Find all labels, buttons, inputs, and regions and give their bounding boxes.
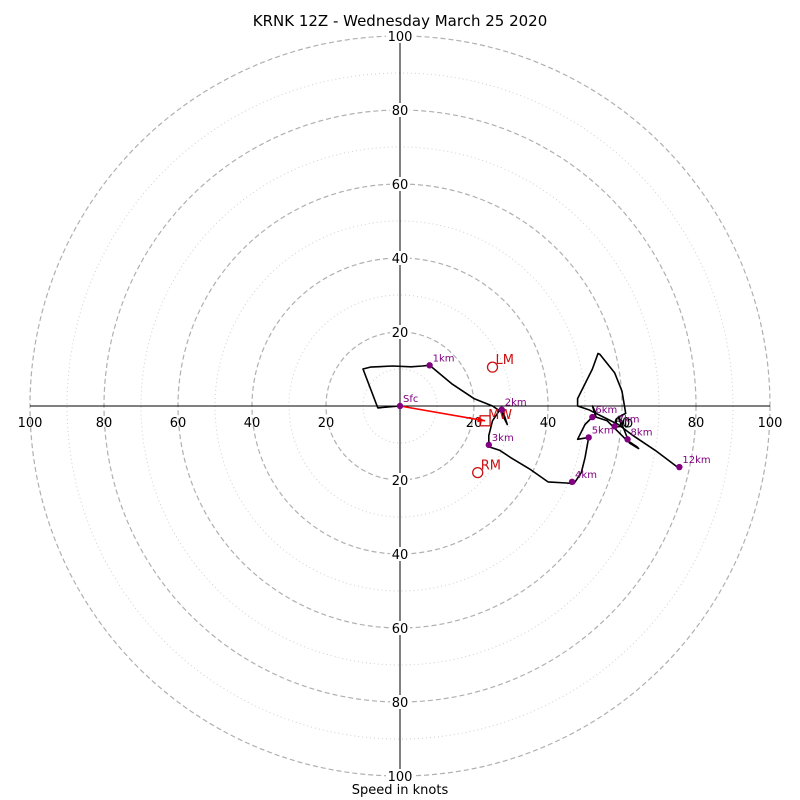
tick-label-background [390,251,410,265]
tick-label-background [390,695,410,709]
tick-label: 60 [170,416,187,431]
tick-label: 40 [244,416,261,431]
storm-motion-label: RM [481,459,501,474]
height-marker-dot [624,436,631,443]
height-marker-label: 8km [631,427,653,438]
chart-title: KRNK 12Z - Wednesday March 25 2020 [252,12,548,30]
storm-motion-vector [399,405,486,423]
hodograph-line [362,352,678,485]
tick-label: 100 [388,770,413,785]
height-marker-dot [676,463,683,471]
height-marker-label: 1km [433,353,455,364]
tick-label: 100 [388,30,413,45]
tick-label: 20 [318,416,335,431]
tick-label: 20 [392,474,409,489]
tick-label: 20 [392,326,409,341]
tick-label-background [390,325,410,339]
height-marker-dot [568,478,576,486]
height-marker-label: Sfc [403,394,418,405]
storm-vector-line [399,405,486,422]
tick-label: 80 [392,696,409,711]
tick-label: 60 [392,178,409,193]
storm-motion-label: LM [496,353,514,368]
height-marker-dot [589,413,596,421]
tick-label: 60 [392,622,409,637]
tick-label: 40 [392,548,409,563]
storm-motion-marker [486,361,499,373]
height-marker-label: 4km [575,470,597,481]
tick-label-background [390,177,410,191]
storm-motion-marker [472,466,484,479]
tick-label-background [390,103,410,117]
tick-label-background [386,29,414,43]
storm-motion-label: DD [615,417,633,431]
tick-label: 80 [392,104,409,119]
tick-label: 40 [392,252,409,267]
storm-motion-marker [479,415,491,427]
tick-label: 80 [96,416,113,431]
height-marker-label: 3km [492,433,514,444]
storm-motion-markers: LM RM MW DD [472,353,633,479]
height-marker-label: 5km [592,425,614,436]
height-marker-dot [426,362,433,369]
height-marker-label: 2km [505,398,527,409]
hodograph-trace [362,352,678,485]
height-marker-dot [585,434,592,441]
height-marker-dot [485,441,492,449]
storm-vector-arrowhead [477,416,486,423]
height-marker-dot [498,406,505,413]
tick-label-background [390,473,410,487]
tick-label: 40 [540,416,557,431]
tick-label-background [386,769,414,783]
storm-motion-label: MW [488,408,512,423]
tick-label-background [390,621,410,635]
tick-label: 100 [18,416,43,431]
height-marker-dot [611,423,618,430]
height-marker-dot [396,402,404,410]
height-marker-label: 12km [682,455,710,466]
tick-label: 100 [758,416,783,431]
height-marker-label: 6km [595,405,617,416]
height-marker-label: 7km [618,414,640,425]
tick-label: 80 [688,416,705,431]
tick-label-background [390,547,410,561]
x-axis-label: Speed in knots [351,783,449,798]
